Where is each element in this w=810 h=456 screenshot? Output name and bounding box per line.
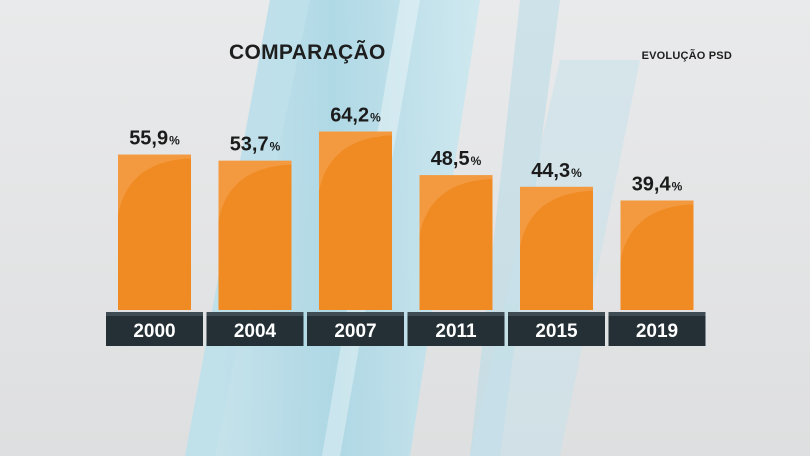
bar-group: 39,4% 2019 bbox=[608, 173, 706, 346]
category-label-box-top bbox=[407, 312, 505, 316]
bar-highlight bbox=[419, 175, 493, 236]
value-number: 44,3 bbox=[531, 160, 570, 182]
category-label-box bbox=[508, 312, 605, 346]
value-label: 44,3% bbox=[531, 160, 582, 182]
category-label-box-top bbox=[608, 312, 706, 316]
value-number: 39,4 bbox=[632, 173, 672, 195]
category-label: 2011 bbox=[435, 321, 477, 342]
value-unit: % bbox=[672, 179, 683, 193]
bar-highlight bbox=[620, 200, 694, 261]
value-unit: % bbox=[370, 111, 381, 125]
bar-group: 44,3% 2015 bbox=[508, 160, 605, 346]
value-number: 64,2 bbox=[330, 105, 369, 127]
bar-group: 53,7% 2004 bbox=[206, 134, 304, 346]
value-unit: % bbox=[270, 140, 281, 154]
value-label: 39,4% bbox=[632, 173, 683, 195]
category-label-box bbox=[608, 312, 706, 346]
value-label: 55,9% bbox=[129, 128, 180, 150]
category-label-box bbox=[307, 312, 404, 346]
bar-highlight bbox=[319, 131, 392, 192]
category-label: 2000 bbox=[133, 321, 175, 342]
bar-highlight bbox=[218, 160, 292, 221]
category-label: 2019 bbox=[636, 321, 678, 342]
bar-highlight bbox=[520, 186, 593, 247]
category-label: 2004 bbox=[234, 321, 277, 342]
category-label-box bbox=[106, 312, 203, 346]
bar-group: 64,2% 2007 bbox=[307, 105, 404, 346]
value-number: 55,9 bbox=[129, 128, 168, 150]
value-unit: % bbox=[471, 154, 482, 168]
value-label: 53,7% bbox=[230, 134, 281, 156]
category-label-box bbox=[206, 312, 304, 346]
value-label: 64,2% bbox=[330, 105, 381, 127]
category-label-box bbox=[407, 312, 505, 346]
category-label: 2015 bbox=[535, 321, 578, 342]
bar-group: 48,5% 2011 bbox=[407, 148, 505, 346]
category-label-box-top bbox=[106, 312, 203, 316]
value-number: 48,5 bbox=[431, 148, 470, 170]
chart-subtitle: EVOLUÇÃO PSD bbox=[641, 50, 732, 62]
bar-highlight bbox=[118, 154, 191, 215]
category-label-box-top bbox=[508, 312, 605, 316]
value-number: 53,7 bbox=[230, 134, 269, 156]
value-unit: % bbox=[169, 134, 180, 148]
value-label: 48,5% bbox=[431, 148, 482, 170]
category-label: 2007 bbox=[334, 321, 376, 342]
bar-group: 55,9% 2000 bbox=[106, 128, 203, 346]
category-label-box-top bbox=[206, 312, 304, 316]
chart-title: COMPARAÇÃO bbox=[229, 41, 386, 64]
category-label-box-top bbox=[307, 312, 404, 316]
value-unit: % bbox=[571, 166, 582, 180]
